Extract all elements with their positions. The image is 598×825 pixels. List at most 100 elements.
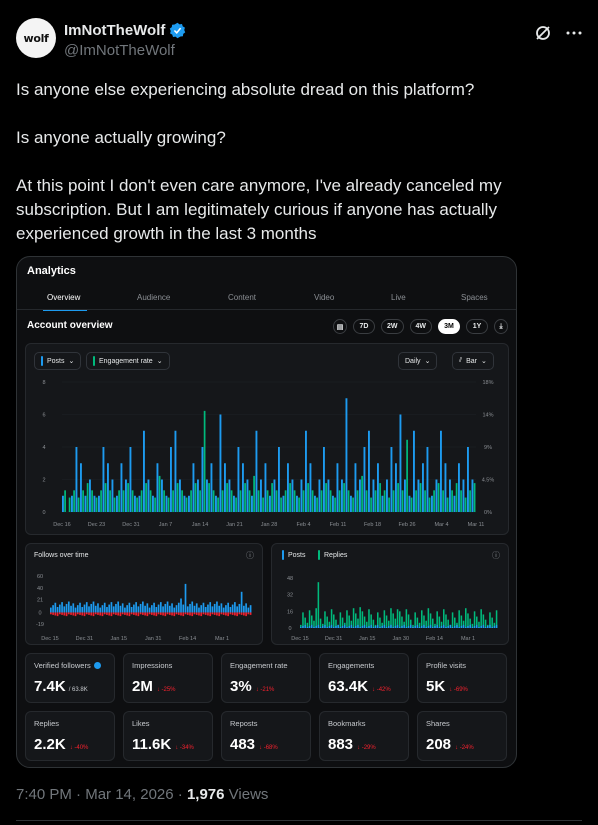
follows-bar [234, 602, 236, 613]
interval-label: Daily [405, 357, 421, 365]
stat-label: Likes [132, 719, 150, 728]
posts-bar [98, 495, 100, 512]
follows-bar [70, 605, 72, 613]
posts-bar [346, 626, 348, 628]
display-name[interactable]: ImNotTheWolf [64, 22, 186, 39]
posts-bar [443, 624, 445, 628]
range-3m[interactable]: 3M [438, 319, 460, 334]
stat-card-reposts[interactable]: Reposts 483 ↓ -68% [221, 711, 311, 761]
engagement-bar [73, 490, 75, 512]
posts-bar [377, 624, 379, 628]
download-icon[interactable]: ⤓ [494, 319, 508, 334]
stat-card-verified-followers[interactable]: Verified followers 7.4K/ 63.8K [25, 653, 115, 703]
engagement-bar [217, 497, 219, 512]
tab-audience[interactable]: Audience [137, 293, 171, 302]
avatar[interactable]: wolf [16, 18, 56, 58]
stat-card-likes[interactable]: Likes 11.6K ↓ -34% [123, 711, 213, 761]
posts-bar [304, 624, 306, 628]
posts-bar [440, 430, 442, 512]
follows-bar [193, 605, 196, 613]
replies-bar [405, 609, 408, 628]
interval-select[interactable]: Daily ⌄ [398, 352, 438, 370]
separator: · [177, 786, 187, 803]
replies-bar [478, 621, 480, 628]
tweet-date[interactable]: Mar 14, 2026 [85, 786, 174, 803]
tab-video[interactable]: Video [314, 293, 335, 302]
stat-card-engagements[interactable]: Engagements 63.4K ↓ -42% [319, 653, 409, 703]
posts-bar [473, 625, 476, 628]
follows-bar [61, 602, 63, 613]
stat-card-bookmarks[interactable]: Bookmarks 883 ↓ -29% [319, 711, 409, 761]
stat-card-replies[interactable]: Replies 2.2K ↓ -40% [25, 711, 115, 761]
stat-card-profile-visits[interactable]: Profile visits 5K ↓ -69% [417, 653, 507, 703]
tweet-paragraph: At this point I don't even care anymore,… [16, 176, 502, 243]
analytics-title: Analytics [27, 265, 76, 277]
tab-live[interactable]: Live [391, 293, 406, 302]
x-tick-label: Feb 26 [398, 522, 415, 528]
posts-bar [322, 625, 324, 628]
replies-bar [493, 622, 496, 628]
posts-bar [102, 447, 105, 512]
follows-bar [225, 605, 227, 613]
posts-bar [467, 447, 469, 512]
chart-kind-label: Bar [466, 357, 478, 365]
replies-bar [394, 618, 397, 628]
posts-bar [264, 463, 267, 512]
display-name-text[interactable]: ImNotTheWolf [64, 22, 166, 39]
posts-bar [482, 624, 485, 628]
engagement-bar [311, 490, 314, 512]
unfollows-bar [128, 612, 131, 617]
replies-bar [440, 621, 443, 628]
range-1y[interactable]: 1Y [466, 319, 488, 334]
chart-kind-select[interactable]: ⫽ Bar ⌄ [452, 352, 494, 370]
engagement-chip[interactable]: Engagement rate ⌄ [86, 352, 170, 370]
follows-bar [137, 606, 140, 613]
follows-bar [74, 607, 77, 613]
posts-bar [120, 463, 123, 512]
engagement-bar [86, 483, 89, 512]
info-icon[interactable]: ⓘ [246, 551, 254, 560]
tweet-time[interactable]: 7:40 PM [16, 786, 72, 803]
verified-badge-icon [170, 22, 186, 39]
unfollows-bar [139, 612, 142, 615]
tab-content[interactable]: Content [228, 293, 257, 302]
stat-card-impressions[interactable]: Impressions 2M ↓ -25% [123, 653, 213, 703]
posts-bar [456, 624, 458, 628]
unfollows-bar [193, 612, 196, 615]
tab-overview[interactable]: Overview [47, 293, 81, 302]
follows-bar [195, 603, 198, 613]
range-2w[interactable]: 2W [381, 319, 404, 334]
unfollows-bar [247, 612, 250, 615]
follows-bar [94, 605, 97, 613]
legend-replies[interactable]: Replies [314, 548, 351, 562]
replies-bar [377, 612, 379, 628]
x-tick-label: Mar 4 [434, 522, 448, 528]
range-4w[interactable]: 4W [409, 319, 432, 334]
separator: · [76, 786, 86, 803]
info-icon[interactable]: ⓘ [492, 551, 500, 560]
engagement-bar [361, 475, 363, 512]
posts-bar [138, 495, 141, 512]
posts-chip[interactable]: Posts ⌄ [34, 352, 82, 370]
grok-icon[interactable] [534, 24, 552, 42]
more-icon[interactable] [566, 30, 582, 36]
range-7d[interactable]: 7D [353, 319, 375, 334]
posts-bar [412, 626, 414, 628]
posts-bar [445, 626, 447, 628]
analytics-image[interactable]: Analytics Overview Audience Content Vide… [16, 256, 517, 768]
handle[interactable]: @ImNotTheWolf [64, 42, 175, 59]
posts-bar [161, 479, 163, 512]
posts-bar [471, 479, 474, 512]
stat-card-engagement-rate[interactable]: Engagement rate 3% ↓ -21% [221, 653, 311, 703]
replies-bar [361, 611, 364, 628]
engagement-bar [419, 483, 422, 512]
stat-card-shares[interactable]: Shares 208 ↓ -24% [417, 711, 507, 761]
tab-spaces[interactable]: Spaces [461, 293, 488, 302]
engagement-bar [230, 490, 233, 512]
legend-posts[interactable]: Posts [278, 548, 310, 562]
engagement-bar [365, 490, 368, 512]
unfollows-bar [166, 612, 169, 615]
calendar-icon[interactable]: ▤ [333, 319, 347, 334]
posts-bar [311, 624, 313, 628]
x-tick-label: Dec 31 [76, 636, 93, 642]
